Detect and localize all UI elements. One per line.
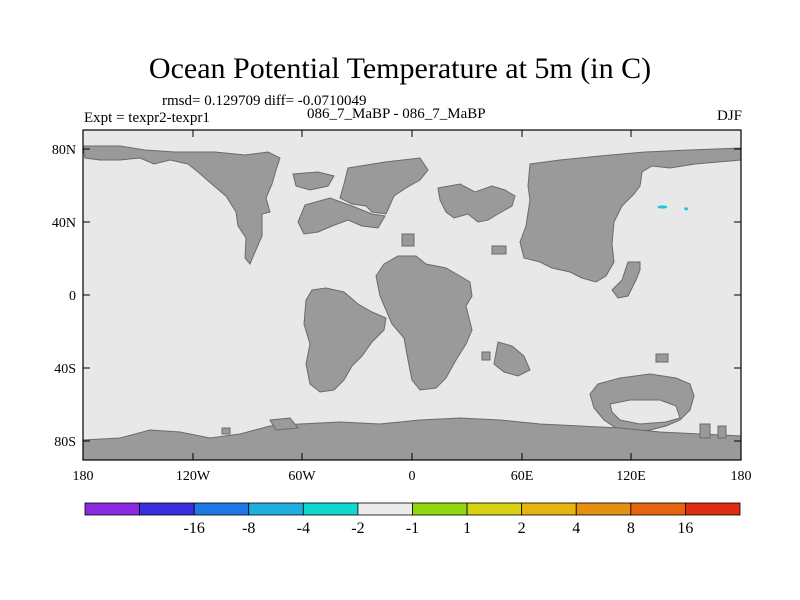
colorbar-label: -8: [242, 520, 255, 537]
lat-label-0: 0: [69, 289, 76, 304]
lon-label-180w: 180: [73, 469, 94, 484]
map-title: Ocean Potential Temperature at 5m (in C): [148, 52, 652, 85]
anomaly-spot-north-pacific: [657, 205, 668, 209]
lon-label-180e: 180: [731, 469, 752, 484]
land-islet-east: [655, 353, 669, 363]
colorbar-label: -16: [184, 520, 205, 537]
season-label: DJF: [716, 108, 742, 124]
land-south-america: [303, 287, 387, 393]
land-antarctic-islet-4: [717, 425, 727, 439]
lon-label-0: 0: [409, 469, 416, 484]
lon-label-60w: 60W: [288, 469, 316, 484]
latitude-axis: 80N 40N 0 40S 80S: [52, 143, 741, 450]
colorbar-box: [685, 502, 741, 516]
land-antarctic-islet-2: [269, 417, 299, 431]
colorbar-box: [466, 502, 523, 516]
colorbar-label: -4: [297, 520, 310, 537]
land-southeast-islands: [493, 341, 531, 377]
lon-label-60e: 60E: [511, 469, 534, 484]
colorbar-box: [630, 502, 686, 516]
colorbar-box: [302, 502, 359, 516]
land-antarctic-islet-1: [221, 427, 231, 435]
colorbar-box: [193, 502, 250, 516]
lat-label-40s: 40S: [54, 362, 76, 377]
land-arctic-island-nw: [292, 171, 335, 191]
colorbar-label: -1: [406, 520, 419, 537]
longitude-axis: 180 120W 60W 0 60E 120E 180: [73, 130, 752, 484]
land-africa: [375, 255, 473, 391]
colorbar-box: [248, 502, 304, 516]
colorbar-box: [521, 502, 577, 516]
stats-label: rmsd= 0.129709 diff= -0.0710049: [162, 93, 367, 109]
land-europe-central: [437, 183, 516, 223]
land-island-small-1: [401, 233, 415, 247]
lat-label-80n: 80N: [52, 143, 76, 158]
colorbar-box: [575, 502, 632, 516]
colorbar-label: 8: [627, 520, 635, 537]
lat-label-80s: 80S: [54, 435, 76, 450]
land-asia: [519, 147, 742, 283]
land-north-america: [82, 145, 281, 265]
experiment-label: Expt = texpr2-texpr1: [84, 110, 210, 126]
land-antarctic-islet-3: [699, 423, 711, 439]
map-panel: [82, 129, 742, 461]
colorbar-label: 16: [677, 520, 693, 537]
colorbar-box: [357, 502, 413, 516]
anomaly-spot-north-pacific-small: [684, 207, 689, 211]
land-eurasia-west-strip: [297, 197, 386, 235]
colorbar-label: 2: [518, 520, 526, 537]
lat-label-40n: 40N: [52, 216, 76, 231]
colorbar-labels: -16 -8 -4 -2 -1 1 2 4 8 16: [184, 520, 694, 537]
land-greenland-region: [339, 157, 429, 215]
colorbar-label: 4: [572, 520, 580, 537]
colorbar: -16 -8 -4 -2 -1 1 2 4 8 16: [84, 502, 741, 537]
ocean-pocket-south: [609, 399, 681, 425]
colorbar-label: -2: [351, 520, 364, 537]
colorbar-label: 1: [463, 520, 471, 537]
colorbar-box: [84, 502, 140, 516]
center-label: 086_7_MaBP - 086_7_MaBP: [307, 106, 486, 122]
lon-label-120w: 120W: [176, 469, 211, 484]
lon-label-120e: 120E: [616, 469, 646, 484]
colorbar-boxes: [84, 502, 741, 516]
land-southeast-islet: [481, 351, 491, 361]
colorbar-box: [412, 502, 468, 516]
colorbar-box: [139, 502, 195, 516]
land-island-small-2: [491, 245, 507, 255]
land-east-islands: [611, 261, 641, 299]
anomaly-layer: [657, 205, 689, 211]
